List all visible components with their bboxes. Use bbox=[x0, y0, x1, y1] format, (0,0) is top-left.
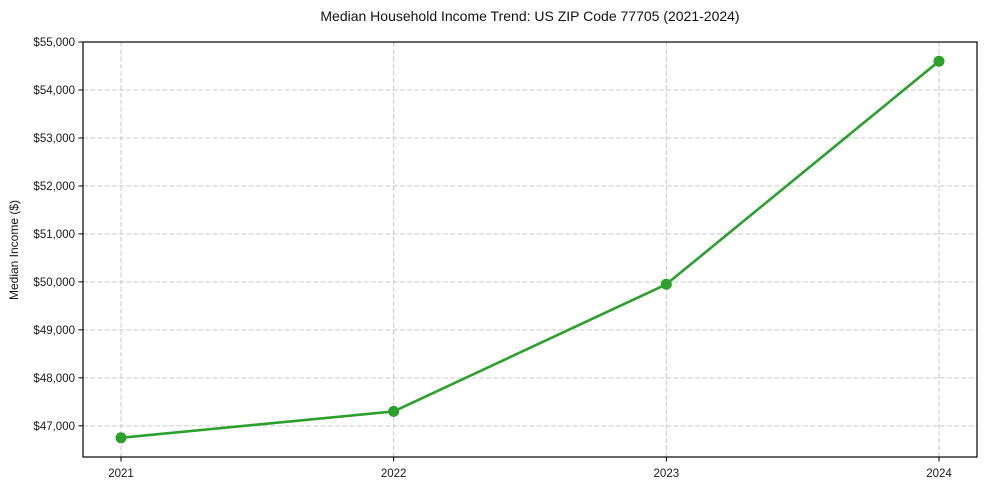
plot-border bbox=[82, 41, 978, 458]
trend-line bbox=[119, 59, 941, 440]
y-tick-label: $48,000 bbox=[33, 373, 75, 385]
data-point bbox=[933, 55, 945, 67]
x-tick-label: 2023 bbox=[654, 468, 680, 480]
y-tick-label: $52,000 bbox=[33, 181, 75, 193]
y-tick-label: $50,000 bbox=[33, 277, 75, 289]
chart-title: Median Household Income Trend: US ZIP Co… bbox=[320, 8, 740, 24]
y-tick-label: $53,000 bbox=[33, 133, 75, 145]
y-tick-label: $49,000 bbox=[33, 325, 75, 337]
data-point bbox=[115, 432, 127, 444]
x-tick-label: 2024 bbox=[926, 468, 952, 480]
y-tick-label: $51,000 bbox=[33, 229, 75, 241]
x-tick-label: 2021 bbox=[108, 468, 134, 480]
data-point bbox=[388, 405, 400, 417]
x-tick-label: 2022 bbox=[381, 468, 407, 480]
y-axis-label: Median Income ($) bbox=[7, 199, 21, 301]
y-tick-label: $55,000 bbox=[33, 37, 75, 49]
y-tick-label: $54,000 bbox=[33, 85, 75, 97]
data-point bbox=[660, 278, 672, 290]
y-tick-label: $47,000 bbox=[33, 421, 75, 433]
